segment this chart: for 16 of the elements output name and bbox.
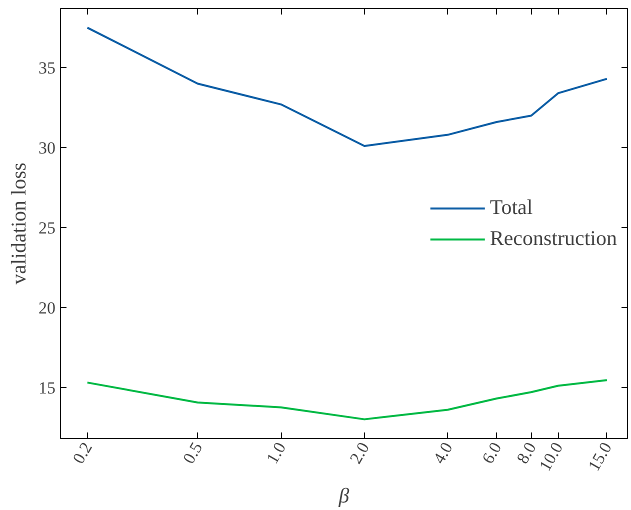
x-tick-label: 0.5 (179, 439, 206, 467)
y-tick-label: 30 (38, 138, 56, 158)
x-axis-title: β (338, 483, 350, 508)
legend-label: Reconstruction (490, 226, 617, 251)
legend-label: Total (490, 195, 533, 220)
x-tick-label: 6.0 (478, 439, 506, 467)
y-tick-label: 35 (38, 58, 56, 78)
y-tick-label: 20 (38, 298, 56, 318)
x-tick-label: 15.0 (584, 439, 616, 474)
x-tick-label: 4.0 (429, 439, 457, 467)
y-tick-label: 15 (38, 378, 56, 398)
x-tick-label: 0.2 (68, 439, 96, 467)
x-tick-label: 1.0 (262, 439, 290, 467)
x-tick-label: 2.0 (346, 439, 374, 467)
y-tick-label: 25 (38, 218, 56, 238)
y-axis-title: validation loss (6, 162, 30, 284)
